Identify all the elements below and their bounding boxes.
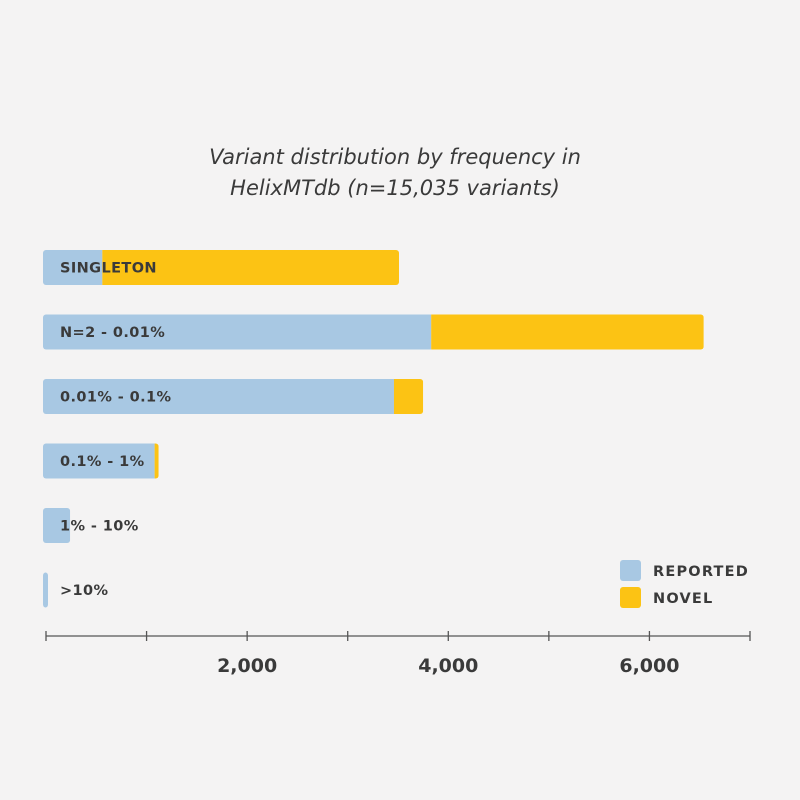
bar-reported xyxy=(43,379,394,414)
legend-label-reported: REPORTED xyxy=(653,564,749,580)
legend: REPORTED NOVEL xyxy=(620,560,749,608)
bar-stack xyxy=(43,508,71,543)
category-label: 1% - 10% xyxy=(60,519,139,535)
chart-title-line-2: HelixMTdb (n=15,035 variants) xyxy=(230,176,560,200)
bar-reported xyxy=(43,314,432,350)
bar-stack xyxy=(43,572,49,608)
category-label: >10% xyxy=(60,583,109,599)
bar-novel xyxy=(102,250,400,285)
bar-stack xyxy=(43,379,424,414)
category-label: 0.1% - 1% xyxy=(60,454,145,470)
bar-novel xyxy=(431,314,704,350)
category-label: N=2 - 0.01% xyxy=(60,325,165,341)
bar-stack xyxy=(43,250,400,285)
bar-novel xyxy=(393,379,424,414)
bar-reported xyxy=(43,443,155,479)
x-tick-label: 6,000 xyxy=(619,655,679,677)
category-label: 0.01% - 0.1% xyxy=(60,390,172,406)
legend-label-novel: NOVEL xyxy=(653,591,713,607)
legend-swatch-reported xyxy=(620,560,641,581)
x-tick-label: 4,000 xyxy=(418,655,478,677)
x-axis: 2,000 4,000 6,000 xyxy=(45,631,751,677)
bar-reported xyxy=(43,508,71,543)
bars-group xyxy=(43,250,704,608)
bar-reported xyxy=(43,250,103,285)
bar-stack xyxy=(43,443,159,479)
category-label: SINGLETON xyxy=(60,261,157,277)
legend-swatch-novel xyxy=(620,587,641,608)
category-labels-group: SINGLETON N=2 - 0.01% 0.01% - 0.1% 0.1% - 1… xyxy=(60,261,172,600)
bar-novel xyxy=(154,443,159,479)
bar-stack xyxy=(43,314,704,350)
x-tick-label: 2,000 xyxy=(217,655,277,677)
chart-title-line-1: Variant distribution by frequency in xyxy=(209,145,581,169)
bar-reported xyxy=(43,572,49,608)
